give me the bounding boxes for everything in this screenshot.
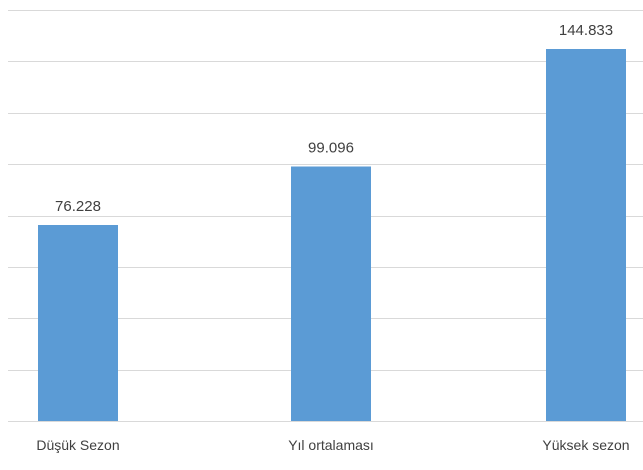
data-label-3: 144.833 bbox=[559, 22, 613, 39]
data-label-2: 99.096 bbox=[308, 139, 354, 156]
data-label-1: 76.228 bbox=[55, 198, 101, 215]
category-label-3: Yüksek sezon bbox=[542, 437, 629, 453]
data-labels: 76.228 99.096 144.833 bbox=[55, 22, 613, 215]
bar-2 bbox=[291, 166, 371, 421]
bars bbox=[38, 48, 626, 421]
category-label-1: Düşük Sezon bbox=[36, 437, 119, 453]
category-axis: Düşük Sezon Yıl ortalaması Yüksek sezon bbox=[36, 437, 629, 453]
bar-1 bbox=[38, 225, 118, 421]
bar-3 bbox=[546, 48, 626, 421]
category-label-2: Yıl ortalaması bbox=[288, 437, 374, 453]
